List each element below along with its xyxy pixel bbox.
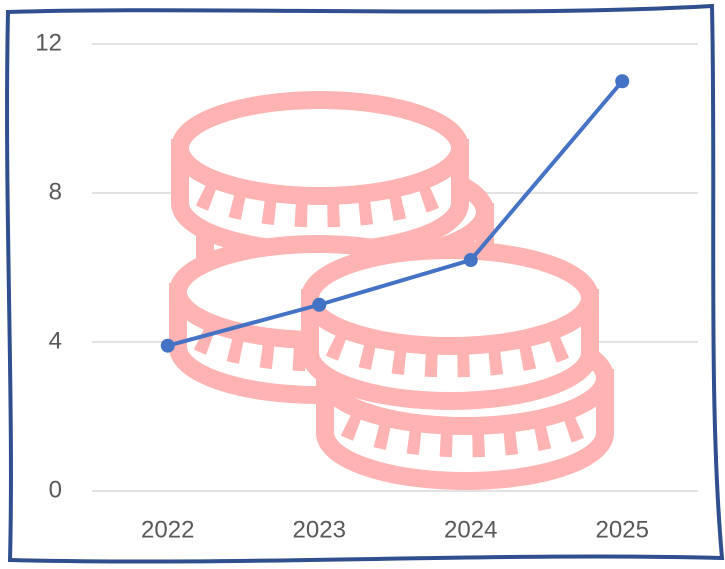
line [167, 79, 624, 348]
y-tick-label: 8 [49, 178, 62, 205]
point [463, 253, 478, 268]
x-tick-label: 2023 [293, 516, 346, 543]
y-tick-label: 0 [49, 476, 62, 503]
point [312, 297, 327, 312]
point [615, 74, 630, 89]
x-tick-label: 2025 [596, 516, 649, 543]
x-tick-label: 2024 [444, 516, 497, 543]
point [160, 338, 175, 353]
y-tick-label: 4 [49, 327, 62, 354]
y-tick-label: 12 [35, 29, 62, 56]
x-tick-label: 2022 [141, 516, 194, 543]
